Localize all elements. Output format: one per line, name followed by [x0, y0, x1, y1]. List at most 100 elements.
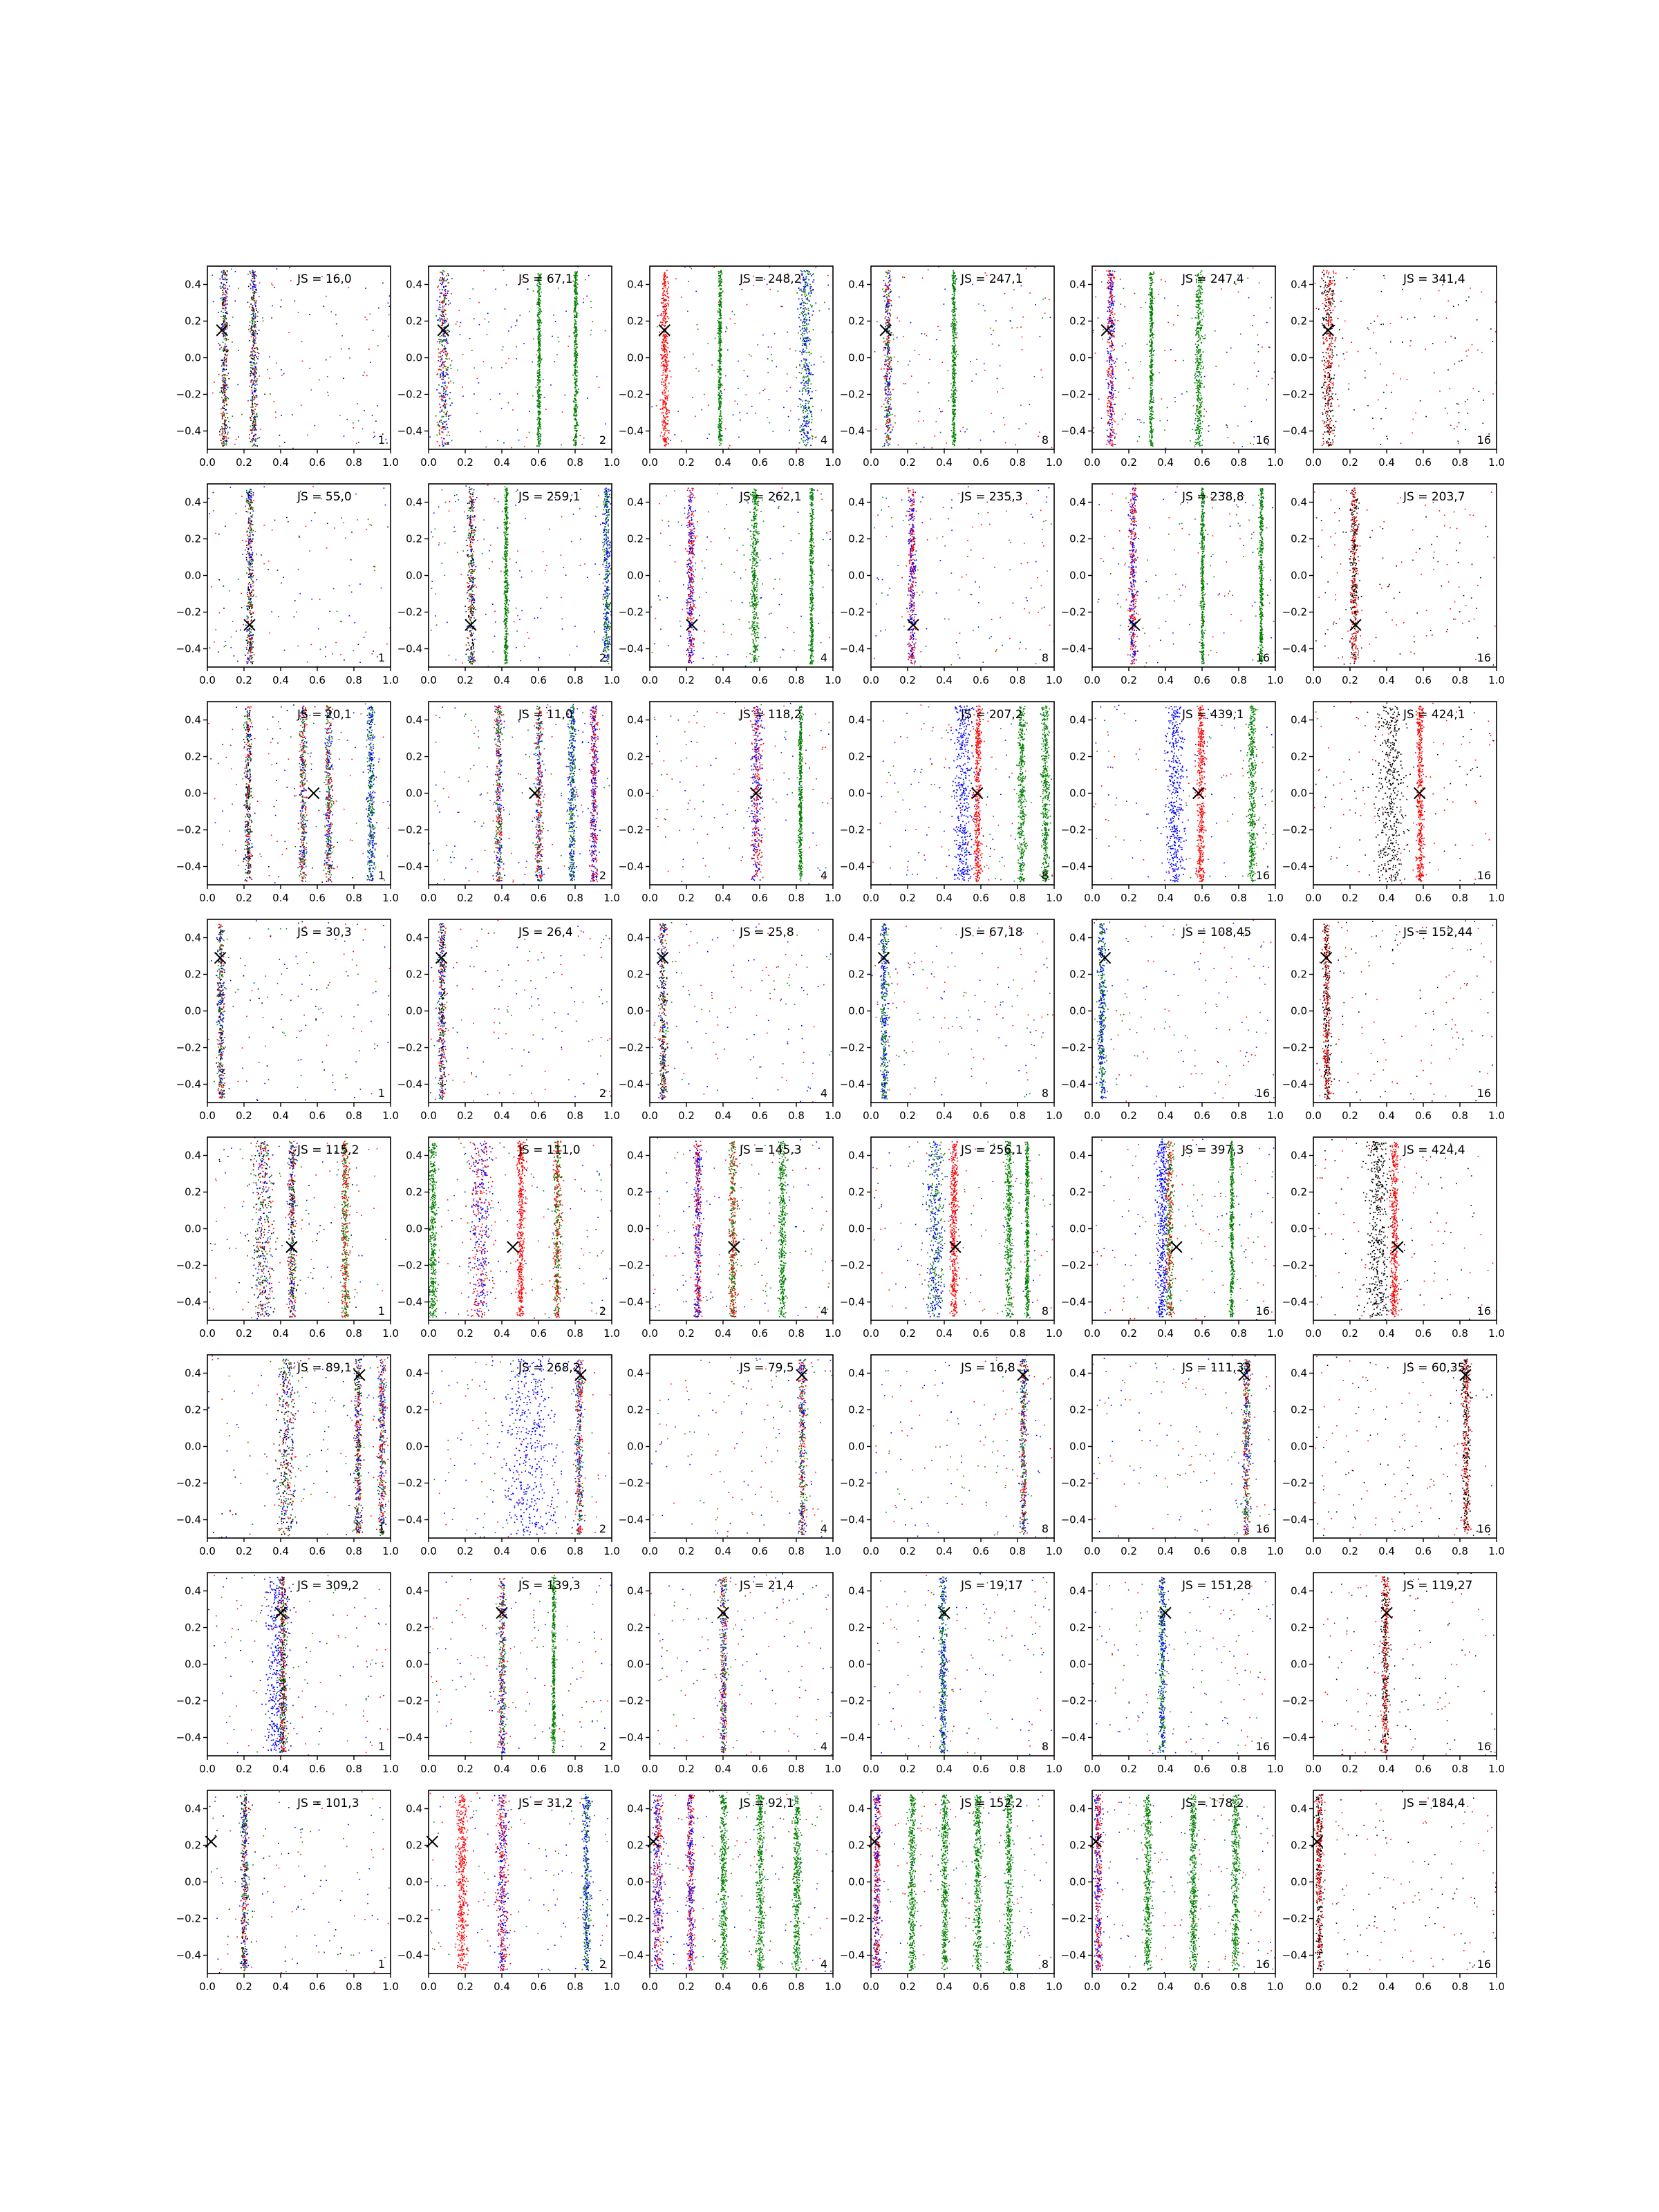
data-point	[805, 366, 806, 368]
data-point	[953, 335, 955, 337]
data-point	[798, 288, 800, 290]
data-point	[810, 364, 812, 366]
data-point	[809, 351, 810, 353]
data-point	[442, 316, 443, 317]
data-point	[918, 420, 919, 422]
data-point	[440, 283, 442, 284]
data-point	[224, 325, 225, 327]
data-point	[718, 395, 720, 396]
data-point	[253, 278, 255, 280]
data-point	[889, 438, 891, 440]
data-point	[954, 385, 956, 387]
data-point	[267, 368, 268, 371]
data-point	[666, 349, 667, 350]
data-point	[538, 427, 540, 429]
data-point	[250, 382, 252, 383]
data-point	[885, 389, 887, 391]
data-point	[577, 392, 579, 394]
data-point	[953, 371, 955, 373]
data-point	[254, 375, 256, 377]
data-point	[663, 400, 665, 402]
data-point	[954, 305, 956, 307]
data-point	[1161, 279, 1162, 281]
data-point	[440, 375, 442, 377]
data-point	[251, 281, 253, 283]
data-point	[301, 341, 303, 343]
data-point	[538, 282, 541, 284]
data-point	[1092, 332, 1094, 334]
scatter-panel-r1-c5: 0.0 0.2 0.4 0.6 0.8 1.0−0.4−0.20.00.20.4 JS = …	[1061, 265, 1284, 469]
data-point	[450, 364, 451, 366]
data-point	[540, 361, 542, 363]
data-point	[662, 424, 664, 426]
data-point	[488, 321, 489, 323]
data-point	[575, 360, 577, 362]
data-point	[442, 355, 443, 357]
data-point	[439, 403, 440, 405]
data-point	[955, 438, 957, 440]
data-point	[663, 421, 664, 422]
data-point	[719, 350, 721, 352]
data-point	[805, 325, 806, 326]
data-point	[234, 443, 236, 445]
data-point	[886, 302, 888, 304]
data-point	[889, 379, 890, 380]
data-point	[888, 299, 890, 301]
data-point	[540, 435, 542, 438]
data-point	[805, 407, 806, 409]
data-point	[538, 348, 540, 350]
data-point	[219, 348, 221, 350]
data-point	[575, 284, 577, 286]
data-point	[357, 420, 359, 422]
data-point	[538, 316, 540, 318]
data-point	[664, 370, 666, 372]
data-point	[574, 366, 577, 368]
data-point	[803, 285, 805, 288]
data-point	[751, 406, 753, 407]
data-point	[662, 427, 664, 429]
data-point	[539, 386, 541, 388]
data-point	[1159, 372, 1160, 374]
data-point	[666, 354, 668, 355]
data-point	[719, 277, 721, 279]
data-point	[720, 328, 722, 330]
data-point	[890, 289, 891, 290]
data-point	[809, 354, 810, 356]
data-point	[889, 421, 890, 423]
data-point	[254, 390, 255, 391]
data-point	[718, 326, 720, 327]
data-point	[238, 288, 239, 289]
data-point	[254, 326, 255, 328]
data-point	[254, 284, 256, 286]
data-point	[228, 421, 229, 422]
data-point	[964, 431, 966, 433]
data-point	[888, 359, 890, 361]
data-point	[721, 435, 723, 438]
data-point	[437, 424, 439, 426]
data-point	[827, 274, 829, 276]
data-point	[222, 341, 224, 344]
data-point	[252, 406, 254, 407]
data-point	[718, 274, 720, 276]
data-point	[224, 335, 226, 337]
data-point	[666, 288, 668, 290]
data-point	[253, 341, 254, 344]
data-point	[575, 391, 577, 393]
data-point	[1233, 384, 1235, 385]
data-point	[574, 335, 576, 337]
data-point	[665, 359, 667, 362]
data-point	[252, 272, 253, 274]
data-point	[256, 404, 259, 405]
data-point	[947, 370, 949, 372]
data-point	[538, 399, 540, 400]
data-point	[888, 317, 890, 319]
data-point	[362, 375, 364, 376]
data-point	[800, 360, 803, 362]
data-point	[889, 367, 890, 369]
data-point	[666, 409, 668, 411]
data-point	[665, 281, 666, 283]
data-point	[953, 330, 955, 332]
data-point	[663, 312, 665, 315]
data-point	[252, 441, 253, 442]
data-point	[952, 324, 953, 326]
